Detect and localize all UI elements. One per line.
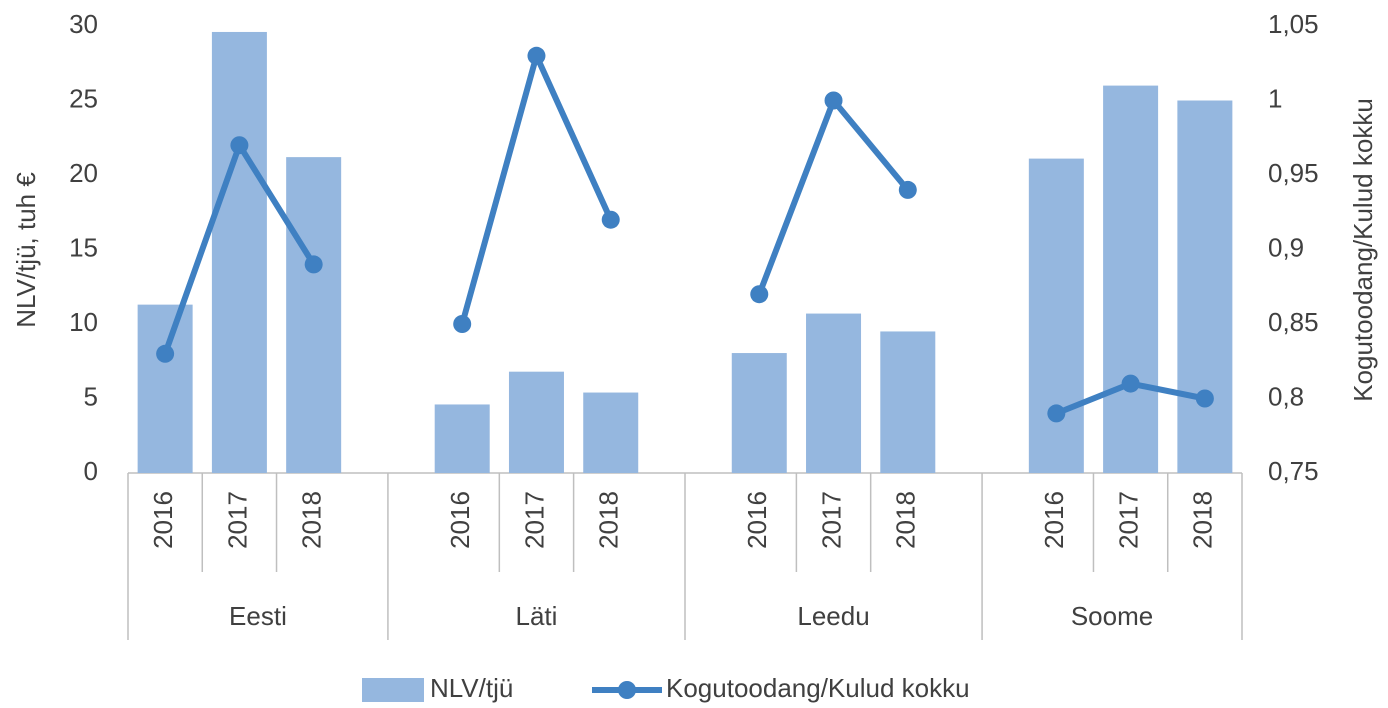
bar [137, 304, 193, 473]
bar [434, 404, 490, 473]
x-tick-label: 2017 [1113, 491, 1143, 549]
line-marker [1047, 404, 1066, 423]
x-tick-label: 2016 [445, 491, 475, 549]
x-tick-label: 2018 [1188, 491, 1218, 549]
bar [731, 353, 787, 473]
y-tick-label: 20 [69, 158, 98, 188]
line-marker [453, 315, 472, 333]
y2-tick-label: 0,8 [1268, 381, 1304, 411]
y-tick-label: 10 [69, 307, 98, 337]
group-label: Eesti [229, 601, 287, 631]
x-tick-label: 2018 [594, 491, 624, 549]
y-tick-label: 30 [69, 9, 98, 39]
line-marker [750, 285, 769, 304]
group-label: Läti [516, 601, 558, 631]
legend-swatch [362, 678, 424, 702]
group-label: Leedu [797, 601, 869, 631]
y2-tick-label: 0,9 [1268, 232, 1304, 262]
legend-label: NLV/tjü [430, 673, 513, 703]
y2-tick-label: 1 [1268, 83, 1282, 113]
y-axis-title: NLV/tjü, tuh € [11, 172, 41, 328]
line-marker [824, 91, 843, 110]
bar [211, 31, 267, 474]
bar [1177, 100, 1233, 473]
x-tick-label: 2017 [816, 491, 846, 549]
group-label: Soome [1071, 601, 1153, 631]
y-tick-label: 25 [69, 83, 98, 113]
line-marker [156, 344, 175, 363]
line [459, 52, 614, 325]
bar [806, 313, 862, 473]
line-marker [1121, 374, 1140, 393]
x-tick-label: 2016 [148, 491, 178, 549]
y2-tick-label: 1,05 [1268, 9, 1319, 39]
y-tick-label: 5 [84, 381, 98, 411]
x-tick-label: 2018 [891, 491, 921, 549]
x-tick-label: 2018 [297, 491, 327, 549]
line-marker [230, 136, 249, 155]
bar [583, 392, 639, 473]
y2-tick-label: 0,85 [1268, 307, 1319, 337]
line-marker [1195, 389, 1214, 408]
bar [508, 371, 564, 473]
legend-swatch [618, 681, 636, 699]
x-tick-label: 2017 [519, 491, 549, 549]
line-marker [527, 46, 546, 65]
line [756, 97, 911, 296]
x-tick-label: 2016 [742, 491, 772, 549]
bar [286, 157, 342, 473]
y-tick-label: 0 [84, 456, 98, 486]
line-marker [601, 210, 620, 229]
y2-axis-title: Kogutoodang/Kulud kokku [1348, 98, 1378, 402]
y-tick-label: 15 [69, 232, 98, 262]
line-marker [304, 255, 323, 274]
x-tick-label: 2016 [1039, 491, 1069, 549]
bar [880, 331, 936, 473]
y2-tick-label: 0,95 [1268, 158, 1319, 188]
legend-label: Kogutoodang/Kulud kokku [666, 673, 970, 703]
y2-tick-label: 0,75 [1268, 456, 1319, 486]
x-tick-label: 2017 [222, 491, 252, 549]
line-marker [898, 180, 917, 199]
bar [1103, 85, 1159, 473]
bar [1028, 158, 1084, 474]
